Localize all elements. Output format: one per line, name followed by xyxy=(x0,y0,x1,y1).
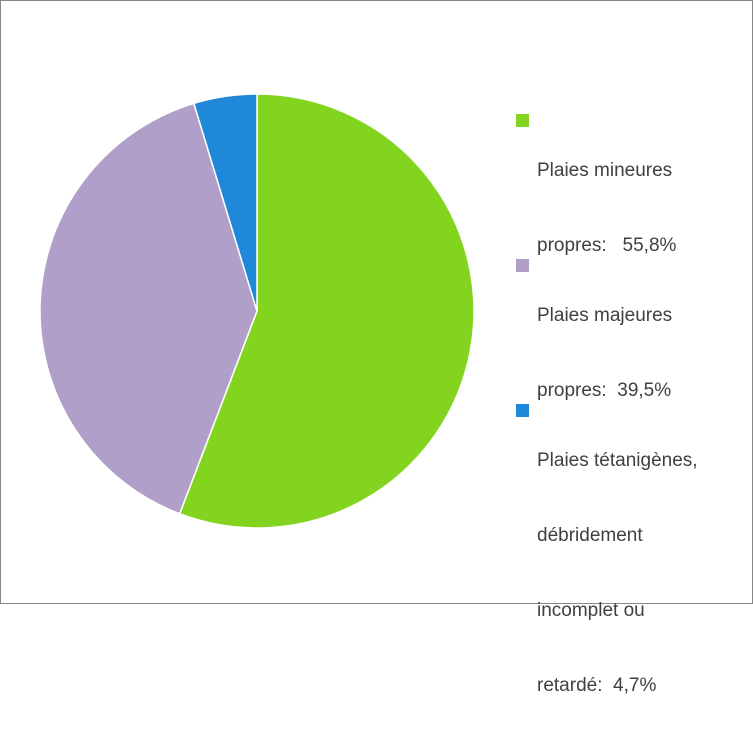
legend-line: Plaies mineures xyxy=(537,160,673,181)
legend-label-plaies-majeures: Plaies majeures propres: 39,5% xyxy=(537,253,747,453)
legend-label-plaies-mineures: Plaies mineures propres: 55,8% xyxy=(537,108,747,308)
legend-line: propres: 55,8% xyxy=(537,235,677,256)
legend-line: retardé: 4,7% xyxy=(537,675,657,696)
legend-line: débridement xyxy=(537,525,643,546)
pie-chart xyxy=(39,93,475,529)
legend-swatch-plaies-tetanigenes xyxy=(516,404,529,417)
pie-slices xyxy=(39,93,475,529)
pie-slice-plaies-tetanigenes xyxy=(192,93,258,312)
legend-line: propres: 39,5% xyxy=(537,380,672,401)
legend-swatch-plaies-mineures xyxy=(516,114,529,127)
pie-slice-plaies-mineures xyxy=(178,93,475,529)
legend-line: incomplet ou xyxy=(537,600,645,621)
legend-line: Plaies majeures xyxy=(537,305,673,326)
pie-slice-plaies-majeures xyxy=(39,102,258,515)
legend-swatch-plaies-majeures xyxy=(516,259,529,272)
legend-line: Plaies tétanigènes, xyxy=(537,450,698,471)
legend-label-plaies-tetanigenes: Plaies tétanigènes, débridement incomple… xyxy=(537,398,747,748)
